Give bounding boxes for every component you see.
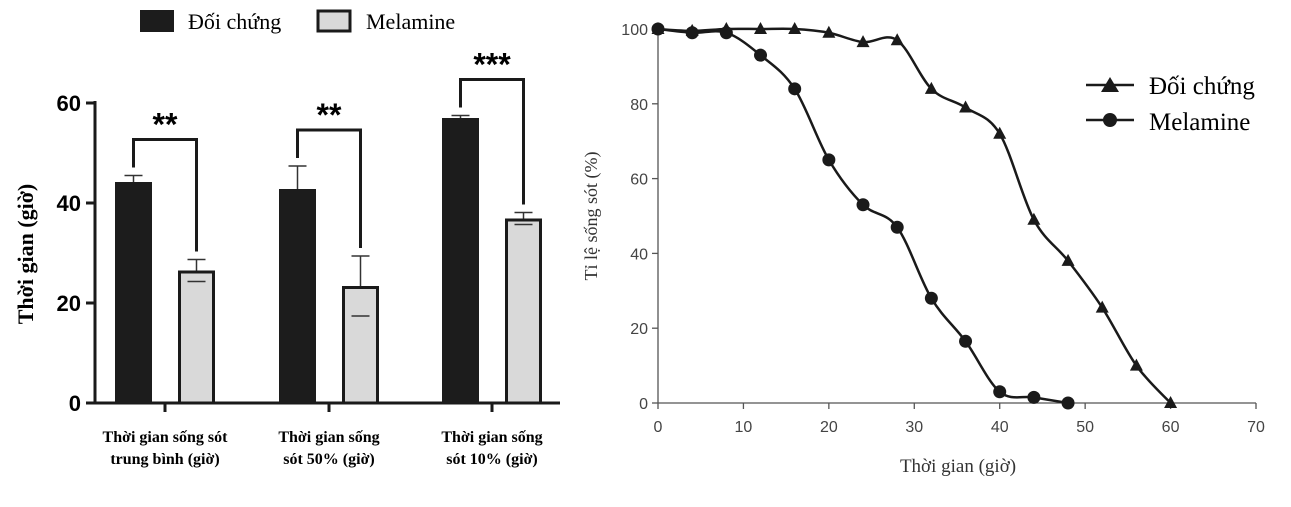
bar-y-axis-label: Thời gian (giờ) xyxy=(13,184,38,325)
line-x-axis-label: Thời gian (giờ) xyxy=(900,456,1016,477)
data-point-control xyxy=(856,35,870,48)
bar-y-tick-label: 60 xyxy=(57,91,81,116)
bar-control xyxy=(279,189,316,403)
series-line-melamine xyxy=(657,27,1069,405)
line-legend: Đối chứng Melamine xyxy=(1086,73,1255,136)
significance-label: ** xyxy=(153,107,178,143)
bar-category-label: sót 50% (giờ) xyxy=(283,451,375,468)
bar-melamine xyxy=(342,286,379,405)
line-x-tick-label: 0 xyxy=(654,419,663,436)
data-point-control xyxy=(822,25,836,38)
legend-label-control: Đối chứng xyxy=(188,9,281,34)
data-point-control xyxy=(924,81,938,94)
line-y-tick-label: 20 xyxy=(630,321,648,338)
significance-bracket xyxy=(459,78,525,205)
data-point-melamine xyxy=(788,82,802,96)
data-point-melamine xyxy=(1061,396,1075,410)
significance-label: *** xyxy=(473,47,511,83)
data-point-melamine xyxy=(924,291,938,305)
legend-label-melamine: Melamine xyxy=(366,9,455,34)
legend-circle-marker xyxy=(1103,113,1117,127)
data-point-control xyxy=(993,126,1007,139)
bar-melamine xyxy=(178,270,215,405)
significance-bracket xyxy=(296,128,362,248)
bar-y-tick-label: 40 xyxy=(57,191,81,216)
significance-label: ** xyxy=(317,97,342,133)
bar-melamine xyxy=(505,218,542,405)
bar-category-label: Thời gian sống sót xyxy=(103,429,229,446)
series-line-control xyxy=(657,27,1172,404)
line-x-tick-label: 70 xyxy=(1247,419,1265,436)
line-chart: 0 20 40 60 80 100 0 10 20 30 40 50 60 70 xyxy=(621,22,1265,436)
data-point-control xyxy=(959,100,973,113)
data-point-melamine xyxy=(856,198,870,212)
bar-y-tick-label: 20 xyxy=(57,291,81,316)
data-point-melamine xyxy=(1027,390,1041,404)
line-x-tick-label: 60 xyxy=(1162,419,1180,436)
line-x-tick-label: 20 xyxy=(820,419,838,436)
data-point-melamine xyxy=(822,153,836,167)
bar-category-label: Thời gian sống xyxy=(441,429,542,446)
data-point-control xyxy=(1129,358,1143,371)
data-point-melamine xyxy=(959,334,973,348)
line-x-tick-label: 10 xyxy=(735,419,753,436)
bar-category-label: sót 10% (giờ) xyxy=(446,451,538,468)
data-point-control xyxy=(1095,300,1109,313)
data-point-melamine xyxy=(890,220,904,234)
bar-chart: 0 20 40 60 ** Thời gian sống sót trung bình (g… xyxy=(57,47,560,468)
data-point-control xyxy=(1061,253,1075,266)
bar-category-label: trung bình (giờ) xyxy=(110,451,219,468)
data-point-melamine xyxy=(993,385,1007,399)
legend-label-melamine-line: Melamine xyxy=(1149,109,1250,136)
data-point-melamine xyxy=(685,26,699,40)
bar-control xyxy=(442,118,479,403)
legend-swatch-melamine xyxy=(316,9,352,33)
data-point-control xyxy=(788,22,802,34)
data-point-melamine xyxy=(651,22,665,36)
data-point-melamine xyxy=(719,26,733,40)
line-x-tick-label: 40 xyxy=(991,419,1009,436)
line-x-tick-label: 30 xyxy=(905,419,923,436)
bar-legend: Đối chứng Melamine xyxy=(140,9,455,34)
data-point-control xyxy=(1027,212,1041,225)
line-y-tick-label: 0 xyxy=(639,396,648,413)
data-point-control xyxy=(1164,396,1178,408)
legend-label-control-line: Đối chứng xyxy=(1149,73,1255,100)
data-point-control xyxy=(754,22,768,34)
bar-category-label: Thời gian sống xyxy=(278,429,379,446)
line-y-tick-label: 100 xyxy=(621,22,648,39)
bar-y-tick-label: 0 xyxy=(69,391,81,416)
bar-control xyxy=(115,182,152,403)
legend-triangle-marker xyxy=(1101,77,1119,92)
line-y-tick-label: 60 xyxy=(630,172,648,189)
data-point-melamine xyxy=(754,48,768,62)
significance-bracket xyxy=(132,138,198,252)
line-y-tick-label: 40 xyxy=(630,246,648,263)
line-y-tick-label: 80 xyxy=(630,97,648,114)
legend-swatch-control xyxy=(140,10,174,32)
line-y-axis-label: Tỉ lệ sống sót (%) xyxy=(581,152,602,281)
data-point-control xyxy=(890,33,904,46)
line-x-tick-label: 50 xyxy=(1076,419,1094,436)
